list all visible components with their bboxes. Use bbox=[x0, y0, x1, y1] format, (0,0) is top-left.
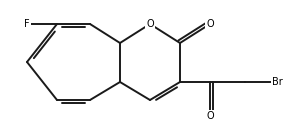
Text: Br: Br bbox=[272, 77, 283, 87]
Text: O: O bbox=[146, 19, 154, 29]
Text: O: O bbox=[206, 19, 214, 29]
Text: O: O bbox=[206, 111, 214, 121]
Text: F: F bbox=[24, 19, 30, 29]
